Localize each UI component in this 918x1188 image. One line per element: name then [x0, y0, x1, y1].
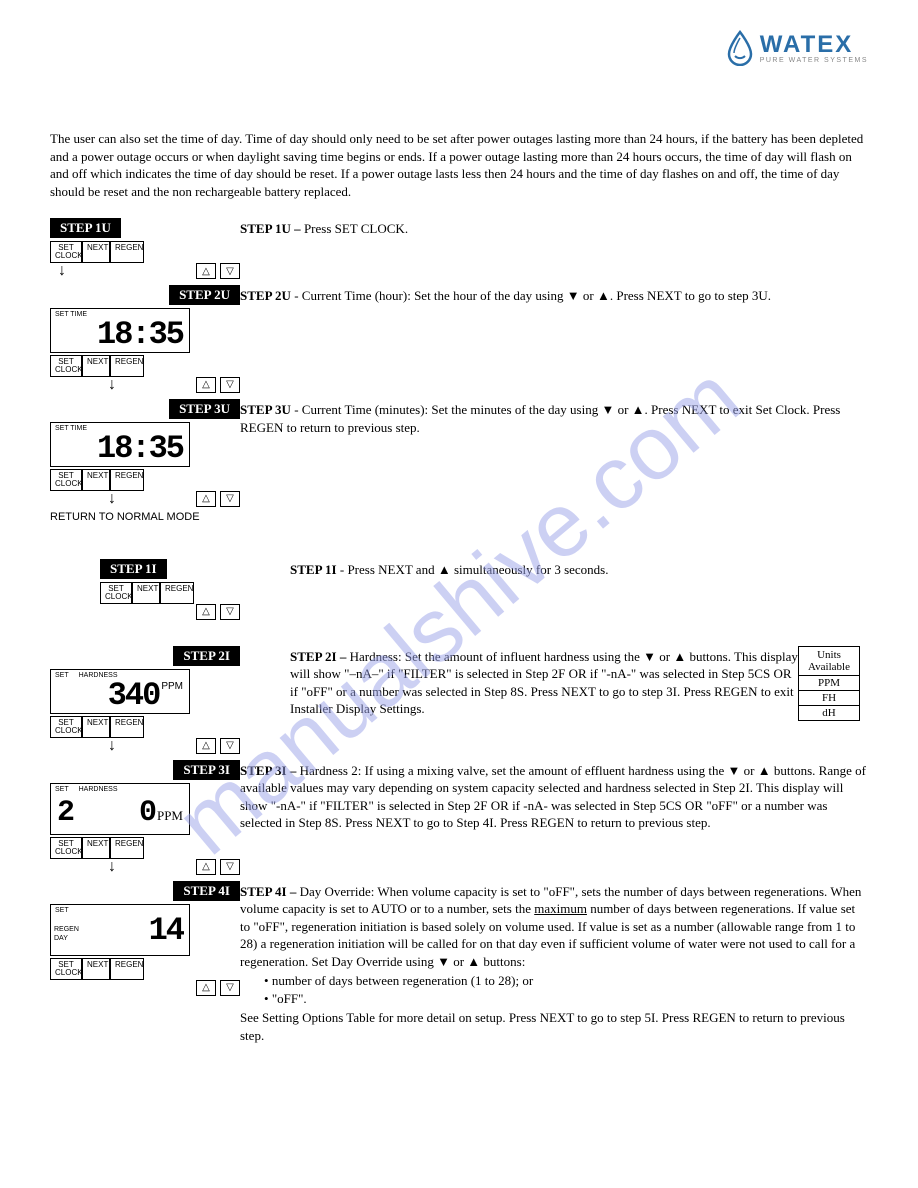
down-button[interactable]: ▽ — [220, 263, 240, 279]
next-button[interactable]: NEXT — [82, 958, 110, 980]
step-2u-desc: STEP 2U - Current Time (hour): Set the h… — [240, 285, 868, 305]
step-3u-desc: STEP 3U - Current Time (minutes): Set th… — [240, 399, 868, 436]
regen-button[interactable]: REGEN — [110, 837, 144, 859]
up-button[interactable]: △ — [196, 377, 216, 393]
brand-tagline: PURE WATER SYSTEMS — [760, 57, 868, 64]
flow-arrow-icon: ↓ — [58, 263, 66, 279]
step-1i-desc: STEP 1I - Press NEXT and ▲ simultaneousl… — [240, 559, 868, 579]
lcd-display-2u: SET TIME 18:35 — [50, 308, 190, 353]
down-button[interactable]: ▽ — [220, 491, 240, 507]
step-3i-desc: STEP 3I – Hardness 2: If using a mixing … — [240, 760, 868, 832]
set-clock-button[interactable]: SET CLOCK — [50, 241, 82, 263]
step-1u-desc: STEP 1U – Press SET CLOCK. — [240, 218, 868, 238]
down-button[interactable]: ▽ — [220, 377, 240, 393]
up-button[interactable]: △ — [196, 980, 216, 996]
regen-button[interactable]: REGEN — [110, 958, 144, 980]
set-clock-button[interactable]: SET CLOCK — [50, 469, 82, 491]
step-4i-desc: STEP 4I – Day Override: When volume capa… — [240, 881, 868, 1045]
flow-arrow-icon: ↓ — [108, 738, 116, 754]
lcd-display-4i: SET REGEN DAY 14 — [50, 904, 190, 956]
flow-arrow-icon: ↓ — [108, 491, 116, 507]
flow-arrow-icon: ↓ — [108, 859, 116, 875]
next-button[interactable]: NEXT — [82, 241, 110, 263]
next-button[interactable]: NEXT — [82, 716, 110, 738]
step-label-2u: STEP 2U — [169, 285, 240, 305]
up-button[interactable]: △ — [196, 491, 216, 507]
up-button[interactable]: △ — [196, 263, 216, 279]
regen-button[interactable]: REGEN — [110, 716, 144, 738]
down-button[interactable]: ▽ — [220, 980, 240, 996]
regen-button[interactable]: REGEN — [110, 469, 144, 491]
step-label-3i: STEP 3I — [173, 760, 240, 780]
intro-paragraph: The user can also set the time of day. T… — [50, 130, 868, 200]
set-clock-button[interactable]: SET CLOCK — [50, 716, 82, 738]
next-button[interactable]: NEXT — [82, 355, 110, 377]
return-mode-label: RETURN TO NORMAL MODE — [50, 511, 240, 523]
step-label-1u: STEP 1U — [50, 218, 121, 238]
up-button[interactable]: △ — [196, 859, 216, 875]
step-label-4i: STEP 4I — [173, 881, 240, 901]
lcd-display-3u: SET TIME 18:35 — [50, 422, 190, 467]
units-available-table: Units Available PPM FH dH — [798, 646, 860, 721]
down-button[interactable]: ▽ — [220, 859, 240, 875]
step-2i-desc: STEP 2I – Hardness: Set the amount of in… — [240, 646, 798, 718]
regen-button[interactable]: REGEN — [110, 355, 144, 377]
next-button[interactable]: NEXT — [132, 582, 160, 604]
next-button[interactable]: NEXT — [82, 469, 110, 491]
brand-name: WATEX — [760, 33, 868, 57]
set-clock-button[interactable]: SET CLOCK — [50, 837, 82, 859]
brand-logo: WATEX PURE WATER SYSTEMS — [726, 30, 868, 66]
flow-arrow-icon: ↓ — [108, 377, 116, 393]
next-button[interactable]: NEXT — [82, 837, 110, 859]
set-clock-button[interactable]: SET CLOCK — [100, 582, 132, 604]
lcd-display-2i: SETHARDNESS 340PPM — [50, 669, 190, 714]
up-button[interactable]: △ — [196, 738, 216, 754]
set-clock-button[interactable]: SET CLOCK — [50, 958, 82, 980]
step-label-3u: STEP 3U — [169, 399, 240, 419]
water-drop-icon — [726, 30, 754, 66]
step-label-1i: STEP 1I — [100, 559, 167, 579]
up-button[interactable]: △ — [196, 604, 216, 620]
regen-button[interactable]: REGEN — [110, 241, 144, 263]
lcd-display-3i: SETHARDNESS 2 0PPM — [50, 783, 190, 835]
down-button[interactable]: ▽ — [220, 604, 240, 620]
set-clock-button[interactable]: SET CLOCK — [50, 355, 82, 377]
down-button[interactable]: ▽ — [220, 738, 240, 754]
step-label-2i: STEP 2I — [173, 646, 240, 666]
regen-button[interactable]: REGEN — [160, 582, 194, 604]
